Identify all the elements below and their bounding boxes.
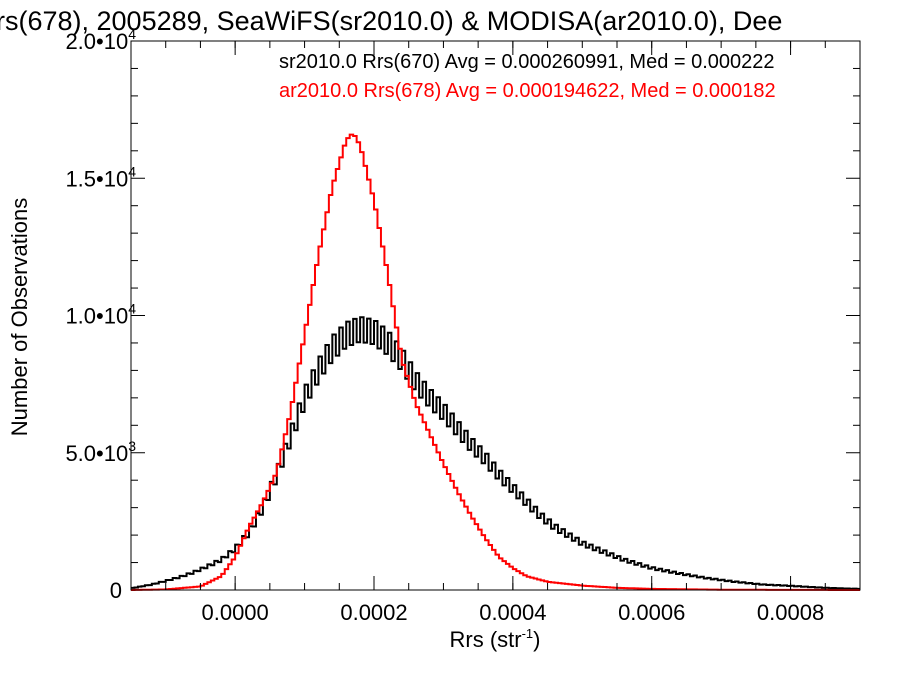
y-tick-label: 2.0•104 [65, 26, 136, 54]
series-layer [131, 133, 860, 591]
axes: 0.0000 0.0002 0.0004 0.0006 0.0008 0 5.0•103 1.… [65, 26, 861, 625]
series-line-sr2010 [131, 316, 860, 590]
y-axis-label: Number of Observations [7, 198, 32, 436]
x-axis-label: Rrs (str-1) [450, 626, 541, 652]
x-axis-label-exp: -1 [522, 626, 534, 641]
legend-entry-ar2010: ar2010.0 Rrs(678) Avg = 0.000194622, Med… [279, 80, 776, 102]
y-tick-label: 1.0•104 [65, 301, 136, 329]
y-tick-label: 5.0•103 [65, 438, 136, 466]
x-tick-label: 0.0006 [618, 600, 685, 625]
legend: sr2010.0 Rrs(670) Avg = 0.000260991, Med… [279, 51, 776, 102]
x-axis-label-close: ) [533, 627, 540, 652]
y-tick-label: 1.5•104 [65, 163, 136, 191]
series-line-ar2010 [131, 133, 860, 591]
x-tick-label: 0.0002 [340, 600, 407, 625]
chart-title: rs(678), 2005289, SeaWiFS(sr2010.0) & MO… [0, 6, 782, 36]
x-tick-label: 0.0008 [757, 600, 824, 625]
plot-frame [130, 40, 861, 591]
x-tick-label: 0.0004 [479, 600, 546, 625]
x-tick-label: 0.0000 [201, 600, 268, 625]
y-tick-label: 0 [110, 578, 122, 603]
legend-entry-sr2010: sr2010.0 Rrs(670) Avg = 0.000260991, Med… [279, 51, 775, 73]
x-axis-label-main: Rrs (str [450, 627, 522, 652]
